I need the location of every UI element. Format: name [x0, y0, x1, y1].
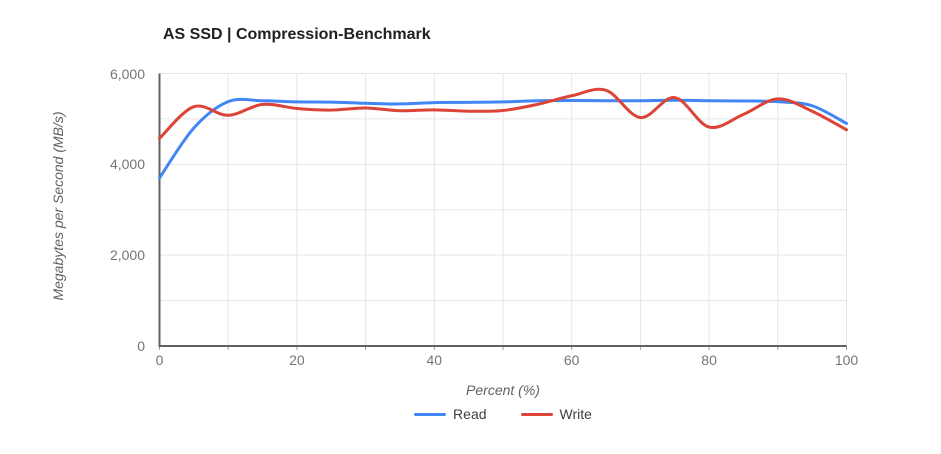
read-series-line [158, 97, 848, 180]
x-tick-label: 80 [701, 352, 717, 368]
write-series-line [158, 87, 848, 140]
legend-item-write[interactable]: Write [520, 406, 592, 422]
x-tick-label: 20 [289, 352, 305, 368]
x-axis-title: Percent (%) [466, 382, 540, 398]
x-tick-label: 60 [563, 352, 580, 368]
legend: Read Write [159, 406, 847, 422]
y-tick-label: 0 [137, 338, 145, 354]
x-tick-label: 40 [426, 352, 443, 368]
y-tick-label: 4,000 [109, 156, 145, 173]
x-tick-label: 0 [155, 352, 164, 368]
legend-item-read[interactable]: Read [414, 406, 487, 422]
write-series-swatch [520, 412, 553, 416]
legend-label-read: Read [453, 406, 487, 422]
y-tick-label: 6,000 [109, 65, 145, 82]
legend-label-write: Write [559, 406, 592, 422]
y-tick-label: 2,000 [109, 247, 145, 264]
x-tick-label: 100 [834, 352, 859, 368]
chart-title: AS SSD | Compression-Benchmark [163, 26, 431, 43]
y-axis-title: Megabytes per Second (MB/s) [50, 111, 66, 301]
read-series-swatch [414, 412, 447, 416]
